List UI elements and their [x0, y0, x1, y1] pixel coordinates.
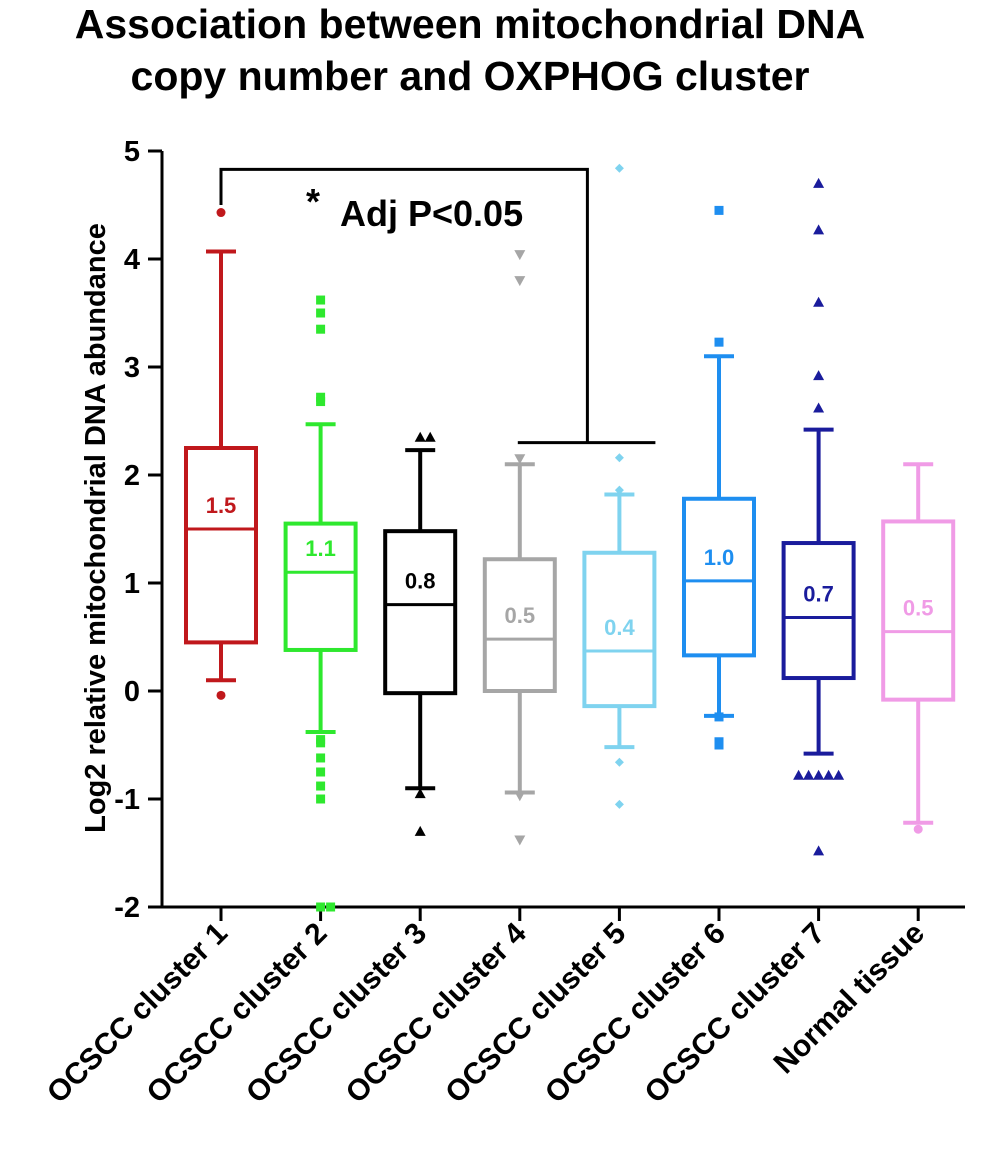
median-label: 0.8: [405, 569, 436, 594]
outlier-point: [793, 769, 805, 780]
y-tick-label: 0: [124, 676, 140, 708]
box-iqr: [781, 541, 856, 681]
box-iqr: [482, 557, 557, 693]
x-tick-label: OCSCC cluster 6: [539, 917, 732, 1110]
median-label: 0.4: [604, 615, 635, 640]
outlier-point: [316, 738, 326, 748]
outlier-point: [514, 250, 526, 261]
outlier-point: [833, 769, 845, 780]
y-tick-label: 4: [124, 244, 140, 276]
boxes: 1.5 1.1 0.8 0.5 0.4 1.0 0.7 0.5: [184, 163, 956, 912]
median-label: 0.7: [803, 582, 834, 607]
outlier-point: [414, 431, 426, 442]
outlier-point: [614, 453, 624, 463]
outlier-point: [514, 791, 526, 802]
outlier-point: [316, 295, 326, 305]
outlier-point: [414, 788, 426, 799]
box-iqr: [582, 550, 657, 709]
outlier-point: [813, 769, 825, 780]
outlier-point: [326, 902, 336, 912]
outlier-point: [813, 296, 825, 307]
chart-title-line-2: copy number and OXPHOG cluster: [131, 53, 810, 99]
outlier-point: [813, 845, 825, 856]
y-tick-label: 3: [124, 352, 140, 384]
box-group-1: 1.5: [184, 208, 258, 700]
outlier-point: [614, 757, 624, 767]
outlier-point: [316, 308, 326, 318]
median-label: 1.1: [305, 536, 336, 561]
significance-text: Adj P<0.05: [340, 193, 523, 234]
outlier-point: [714, 337, 724, 347]
outlier-point: [913, 824, 923, 834]
outlier-point: [316, 324, 326, 334]
y-tick-label: -2: [114, 892, 140, 924]
box-group-2: 1.1: [283, 295, 358, 912]
outlier-point: [316, 781, 326, 791]
outlier-point: [614, 485, 624, 495]
outlier-point: [216, 690, 226, 700]
outlier-point: [514, 276, 526, 287]
significance-bracket: [219, 167, 589, 443]
significance-annotation: * Adj P<0.05: [219, 167, 656, 445]
x-tick-label: OCSCC cluster 7: [638, 917, 831, 1110]
outlier-point: [316, 794, 326, 804]
y-tick-label: 1: [124, 568, 140, 600]
outlier-point: [714, 740, 724, 750]
box-iqr: [682, 496, 756, 658]
median-label: 0.5: [903, 596, 934, 621]
outlier-point: [424, 431, 436, 442]
outlier-point: [823, 769, 835, 780]
x-tick-label: OCSCC cluster 5: [439, 917, 632, 1110]
outlier-point: [813, 370, 825, 381]
box-iqr: [283, 521, 358, 652]
box-group-3: 0.8: [383, 431, 458, 836]
box-group-7: 0.7: [781, 177, 856, 856]
x-tick-label: OCSCC cluster 4: [340, 916, 533, 1109]
outlier-point: [316, 397, 326, 407]
box-iqr: [184, 446, 258, 645]
outlier-point: [316, 902, 326, 912]
median-label: 0.5: [505, 603, 536, 628]
outlier-point: [614, 799, 624, 809]
outlier-point: [813, 402, 825, 413]
box-group-6: 1.0: [682, 205, 756, 750]
outlier-point: [803, 769, 815, 780]
outlier-point: [813, 224, 825, 235]
y-tick-label: -1: [114, 784, 140, 816]
outlier-point: [813, 177, 825, 188]
outlier-point: [216, 208, 226, 218]
median-label: 1.5: [206, 493, 237, 518]
y-axis-label: Log2 relative mitochondrial DNA abundanc…: [80, 223, 112, 833]
chart-title-line-1: Association between mitochondrial DNA: [75, 1, 866, 47]
significance-star: *: [306, 181, 320, 222]
outlier-point: [514, 454, 526, 465]
median-label: 1.0: [704, 545, 735, 570]
x-tick-label: OCSCC cluster 3: [240, 917, 433, 1110]
y-tick-label: 2: [124, 460, 140, 492]
outlier-point: [316, 767, 326, 777]
box-group-8: 0.5: [881, 462, 956, 834]
y-tick-label: 5: [124, 136, 140, 168]
x-tick-label: OCSCC cluster 1: [41, 917, 234, 1110]
box-group-4: 0.5: [482, 250, 557, 846]
outlier-point: [514, 835, 526, 846]
box-iqr: [383, 529, 458, 696]
outlier-point: [714, 205, 724, 215]
box-iqr: [881, 519, 956, 702]
outlier-point: [414, 825, 426, 836]
outlier-point: [316, 753, 326, 763]
outlier-point: [614, 163, 624, 173]
outlier-point: [714, 712, 724, 722]
x-tick-label: OCSCC cluster 2: [140, 917, 333, 1110]
box-group-5: 0.4: [582, 163, 657, 809]
